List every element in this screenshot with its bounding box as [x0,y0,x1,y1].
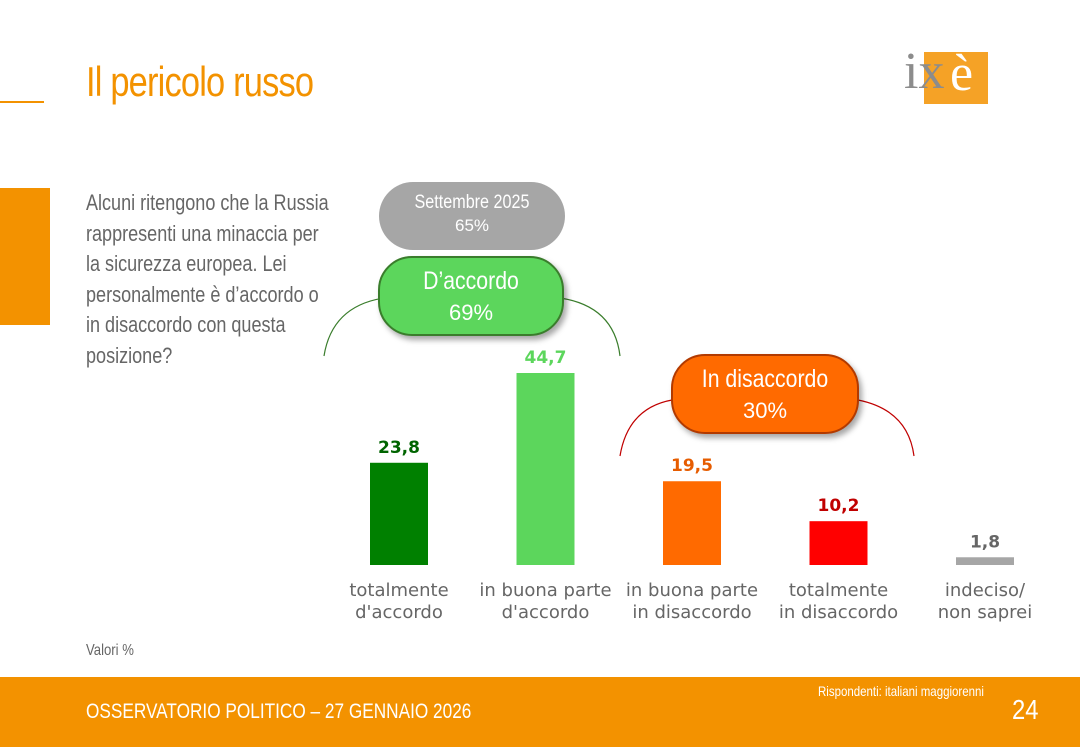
bar-1 [516,373,575,565]
previous-value: 65% [454,216,490,235]
ixe-logo: ix è [904,43,988,104]
previous-summary-pill: Settembre 2025 65% [379,182,565,250]
footer-respondents: Rispondenti: italiani maggiorenni [818,683,984,699]
disagree-value: 30% [742,398,788,423]
bar-value-label-2: 19,5 [671,456,713,476]
bar-value-label-0: 23,8 [378,438,420,458]
disagree-summary-pill: In disaccordo 30% [671,354,859,434]
category-label-1-0: in buona parte [479,580,611,601]
bar-value-label-4: 1,8 [970,532,1000,552]
bar-value-label-1: 44,7 [525,348,567,368]
sidebar-accent [0,188,50,325]
category-label-4-0: indeciso/ [945,580,1026,601]
agree-label: D’accordo [423,267,519,295]
agree-value: 69% [448,300,494,325]
page-title: Il pericolo russo [86,58,314,105]
svg-text:ix: ix [904,43,944,100]
category-label-3-1: in disaccordo [779,602,898,623]
disagree-label: In disaccordo [701,365,829,393]
question-text: Alcuni ritengono che la Russia rappresen… [86,190,329,368]
previous-label: Settembre 2025 [414,192,530,213]
category-label-3-0: totalmente [789,580,888,601]
page-number: 24 [1012,694,1039,725]
category-label-1-1: d'accordo [502,602,590,623]
agree-summary-pill: D’accordo 69% [378,256,564,336]
disagree-bracket [619,399,915,457]
category-label-4-1: non saprei [938,602,1032,623]
bar-3 [809,521,868,565]
values-note: Valori % [86,642,134,659]
agree-bracket [323,297,621,357]
category-label-2-1: in disaccordo [632,602,751,623]
category-label-0-1: d'accordo [355,602,443,623]
header-rule [0,101,44,103]
bar-2 [663,481,721,565]
category-label-2-0: in buona parte [626,580,758,601]
bar-0 [370,462,428,565]
bar-4 [956,557,1014,565]
footer-bar [0,677,1080,747]
bar-value-label-3: 10,2 [818,496,860,516]
svg-text:è: è [950,45,973,102]
category-label-0-0: totalmente [349,580,448,601]
footer-survey-title: OSSERVATORIO POLITICO – 27 GENNAIO 2026 [86,700,472,723]
